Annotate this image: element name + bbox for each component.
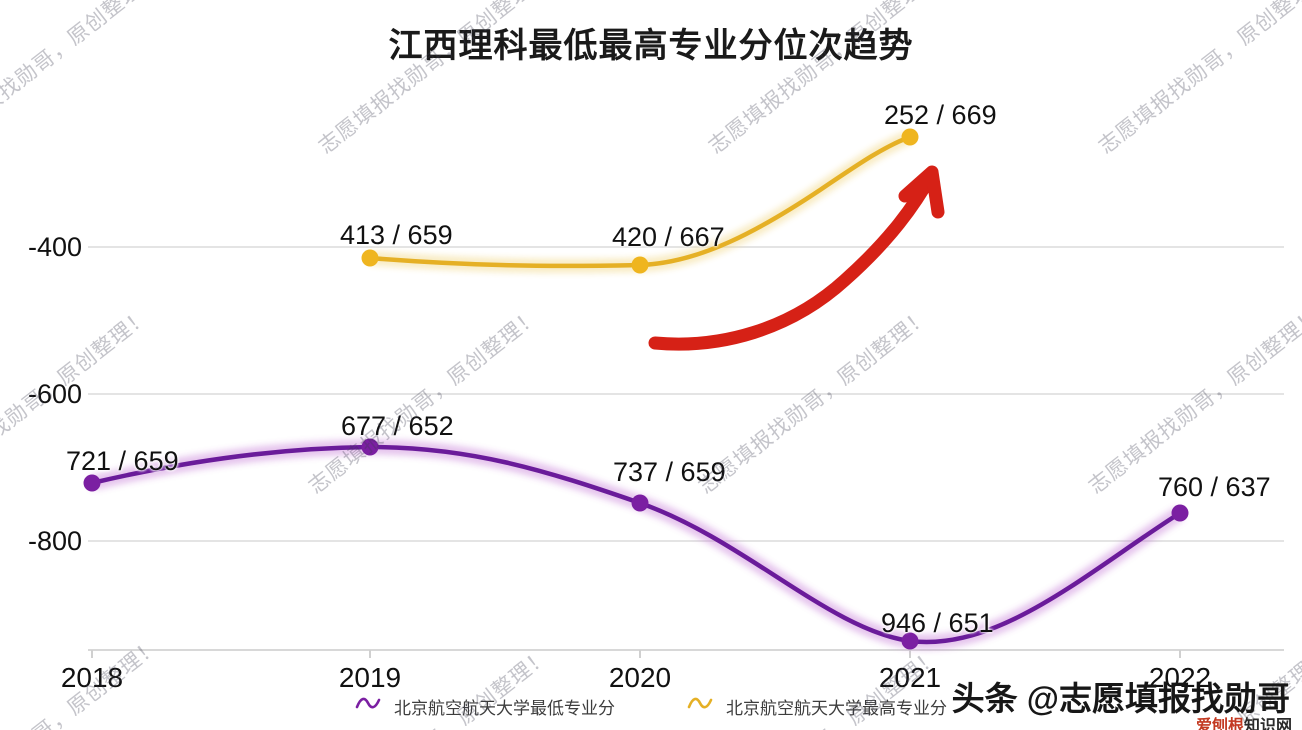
x-axis-tick-2018: 2018 [60, 662, 124, 693]
chart-legend: 北京航空航天大学最低专业分 北京航空航天大学最高专业分 [0, 694, 1302, 719]
data-label-lowest-2018: 721 / 659 [66, 446, 179, 476]
y-axis-tick-800: -800 [27, 526, 82, 556]
data-label-lowest-2020: 737 / 659 [613, 457, 726, 487]
data-label-lowest-2022: 760 / 637 [1158, 472, 1271, 502]
x-axis-tick-2022: 2022 [1148, 662, 1212, 693]
author-handle-text: 头条 @志愿填报找勋哥 [951, 680, 1290, 717]
data-label-highest-2019: 413 / 659 [340, 220, 453, 250]
site-logo-primary: 爱刨根 [1195, 718, 1244, 730]
y-axis-tick-400: -400 [27, 232, 82, 262]
data-label-lowest-2021: 946 / 651 [881, 608, 994, 638]
y-axis-tick-600: -600 [27, 379, 82, 409]
series-points-highest [361, 128, 919, 274]
gridlines [88, 246, 1284, 542]
x-axis-line [88, 649, 1284, 658]
legend-item-lowest[interactable]: 北京航空航天大学最低专业分 [355, 694, 615, 719]
legend-label-lowest: 北京航空航天大学最低专业分 [394, 699, 615, 718]
data-label-highest-2020: 420 / 667 [612, 222, 725, 252]
red-trend-arrow-annotation [648, 165, 945, 351]
x-axis-tick-2019: 2019 [338, 662, 402, 693]
x-axis-tick-2020: 2020 [608, 662, 672, 693]
chart-title: 江西理科最低最高专业分位次趋势 [388, 27, 914, 65]
data-label-highest-2021: 252 / 669 [884, 100, 997, 130]
site-logo: 爱刨根知识网 [1196, 712, 1292, 730]
legend-swatch-wave-icon [687, 696, 713, 717]
data-label-lowest-2019: 677 / 652 [341, 411, 454, 441]
series-points-lowest [83, 438, 1189, 650]
site-logo-secondary: 知识网 [1243, 718, 1292, 730]
legend-label-highest: 北京航空航天大学最高专业分 [726, 699, 947, 718]
legend-item-highest[interactable]: 北京航空航天大学最高专业分 [687, 694, 947, 719]
author-handle: 头条 @志愿填报找勋哥 [952, 672, 1290, 720]
series-line-highest [367, 132, 913, 271]
x-axis-tick-2021: 2021 [878, 662, 942, 693]
legend-swatch-wave-icon [355, 696, 381, 717]
